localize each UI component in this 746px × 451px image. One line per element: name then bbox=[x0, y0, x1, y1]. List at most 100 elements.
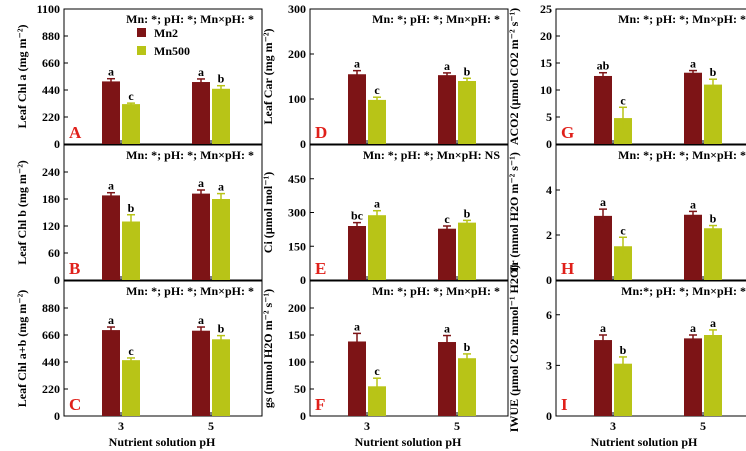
bar-i-mn500-ph5 bbox=[704, 335, 722, 416]
y-tick-label-g: 20 bbox=[540, 29, 552, 43]
x-tick-label-f: 5 bbox=[454, 419, 460, 433]
panel-letter-c: C bbox=[69, 395, 81, 414]
bar-b-mn500-ph5 bbox=[212, 199, 230, 280]
sig-letter-h: a bbox=[600, 195, 606, 209]
plot-frame-c bbox=[63, 280, 263, 417]
sig-letter-g: b bbox=[710, 65, 717, 79]
bar-h-mn500-ph5 bbox=[704, 228, 722, 280]
sig-letter-d: c bbox=[374, 83, 380, 97]
sig-letter-b: a bbox=[198, 176, 204, 190]
panel-letter-h: H bbox=[561, 259, 574, 278]
plot-frame-g bbox=[555, 8, 746, 145]
y-tick-label-a: 880 bbox=[42, 29, 60, 43]
sig-letter-g: a bbox=[690, 57, 696, 71]
bar-c-mn500-ph5 bbox=[212, 339, 230, 416]
y-tick-label-h: 4 bbox=[546, 183, 552, 197]
bar-f-mn2-ph5 bbox=[438, 342, 456, 416]
y-tick-label-b: 120 bbox=[42, 219, 60, 233]
y-tick-label-c: 880 bbox=[42, 301, 60, 315]
bar-i-mn2-ph5 bbox=[684, 338, 702, 416]
sig-letter-a: a bbox=[108, 65, 114, 79]
stats-text-f: Mn: *; pH: *; Mn×pH: * bbox=[372, 284, 500, 298]
sig-letter-i: b bbox=[620, 343, 627, 357]
y-tick-label-e: 0 bbox=[300, 273, 306, 287]
legend-label-mn2: Mn2 bbox=[154, 26, 178, 40]
sig-letter-c: c bbox=[128, 344, 134, 358]
stats-text-b: Mn: *; pH: *; Mn×pH: * bbox=[126, 148, 254, 162]
y-tick-label-c: 440 bbox=[42, 355, 60, 369]
y-tick-label-g: 25 bbox=[540, 2, 552, 16]
bar-a-mn2-ph5 bbox=[192, 82, 210, 144]
y-axis-title-c: Leaf Chl a+b (mg m⁻²) bbox=[15, 290, 29, 407]
sig-letter-f: a bbox=[444, 322, 450, 336]
plot-frame-b bbox=[63, 144, 263, 281]
bar-a-mn500-ph3 bbox=[122, 104, 140, 144]
stats-text-c: Mn: *; pH: *; Mn×pH: * bbox=[126, 284, 254, 298]
y-tick-label-h: 2 bbox=[546, 228, 552, 242]
sig-letter-g: c bbox=[620, 93, 626, 107]
bar-g-mn2-ph3 bbox=[594, 75, 612, 144]
bar-d-mn500-ph5 bbox=[458, 81, 476, 144]
y-tick-label-b: 60 bbox=[48, 246, 60, 260]
y-tick-label-a: 0 bbox=[54, 137, 60, 151]
bar-i-mn2-ph3 bbox=[594, 340, 612, 416]
x-axis-title-col1: Nutrient solution pH bbox=[109, 435, 216, 449]
sig-letter-d: b bbox=[464, 64, 471, 78]
sig-letter-b: a bbox=[218, 180, 224, 194]
sig-letter-g: ab bbox=[597, 59, 610, 73]
bar-e-mn2-ph3 bbox=[348, 226, 366, 280]
y-axis-title-f: gs (mmol H2O m⁻² s⁻¹) bbox=[261, 289, 275, 408]
bar-e-mn500-ph3 bbox=[368, 215, 386, 280]
sig-letter-f: b bbox=[464, 340, 471, 354]
sig-letter-a: b bbox=[218, 72, 225, 86]
y-tick-label-g: 15 bbox=[540, 56, 552, 70]
sig-letter-b: b bbox=[128, 201, 135, 215]
panel-c: 0 220 440 660 880 3 5 a a c b Mn: *; pH: *; Mn×pH: … bbox=[15, 280, 263, 433]
panel-f: 0 50 100 150 200 3 5 a a c b Mn: *; pH: *; Mn×pH: *… bbox=[261, 280, 509, 433]
sig-letter-c: b bbox=[218, 322, 225, 336]
bar-h-mn500-ph3 bbox=[614, 246, 632, 280]
y-tick-label-c: 0 bbox=[54, 409, 60, 423]
sig-letter-e: a bbox=[374, 197, 380, 211]
bar-c-mn2-ph5 bbox=[192, 330, 210, 416]
panel-letter-f: F bbox=[315, 395, 325, 414]
y-axis-title-b: Leaf Chl b (mg m⁻²) bbox=[15, 160, 29, 265]
bar-b-mn2-ph5 bbox=[192, 193, 210, 280]
x-axis-title-col2: Nutrient solution pH bbox=[355, 435, 462, 449]
y-tick-label-b: 180 bbox=[42, 192, 60, 206]
bar-h-mn2-ph5 bbox=[684, 214, 702, 280]
bar-d-mn500-ph3 bbox=[368, 99, 386, 144]
sig-letter-e: bc bbox=[351, 209, 364, 223]
bar-c-mn2-ph3 bbox=[102, 330, 120, 416]
y-tick-label-f: 100 bbox=[288, 355, 306, 369]
stats-text-e: Mn: *; pH: *; Mn×pH: NS bbox=[363, 148, 501, 162]
panel-letter-i: I bbox=[561, 395, 568, 414]
plot-frame-e bbox=[309, 144, 509, 281]
bar-b-mn2-ph3 bbox=[102, 195, 120, 280]
y-tick-label-c: 660 bbox=[42, 328, 60, 342]
stats-text-i: Mn:*; pH: *; Mn×pH: * bbox=[621, 284, 746, 298]
y-tick-label-d: 0 bbox=[300, 137, 306, 151]
sig-letter-a: a bbox=[198, 65, 204, 79]
y-axis-title-h: Tr (mmol H2O m⁻² s⁻¹) bbox=[507, 152, 521, 273]
bar-e-mn500-ph5 bbox=[458, 222, 476, 280]
sig-letter-h: c bbox=[620, 223, 626, 237]
y-tick-label-i: 0 bbox=[546, 409, 552, 423]
sig-letter-d: a bbox=[354, 57, 360, 71]
bar-f-mn500-ph3 bbox=[368, 386, 386, 416]
y-tick-label-a: 1100 bbox=[37, 2, 60, 16]
sig-letter-c: a bbox=[198, 313, 204, 327]
y-tick-label-h: 0 bbox=[546, 273, 552, 287]
sig-letter-e: b bbox=[464, 206, 471, 220]
bar-c-mn500-ph3 bbox=[122, 360, 140, 416]
y-tick-label-f: 50 bbox=[294, 382, 306, 396]
bar-g-mn2-ph5 bbox=[684, 72, 702, 144]
panel-g: 0 5 10 15 20 25 ab a c b Mn: *; pH: *; Mn×pH: * G AC… bbox=[507, 2, 746, 151]
stats-text-a: Mn: *; pH: *; Mn×pH: * bbox=[126, 12, 254, 26]
sig-letter-f: a bbox=[354, 319, 360, 333]
